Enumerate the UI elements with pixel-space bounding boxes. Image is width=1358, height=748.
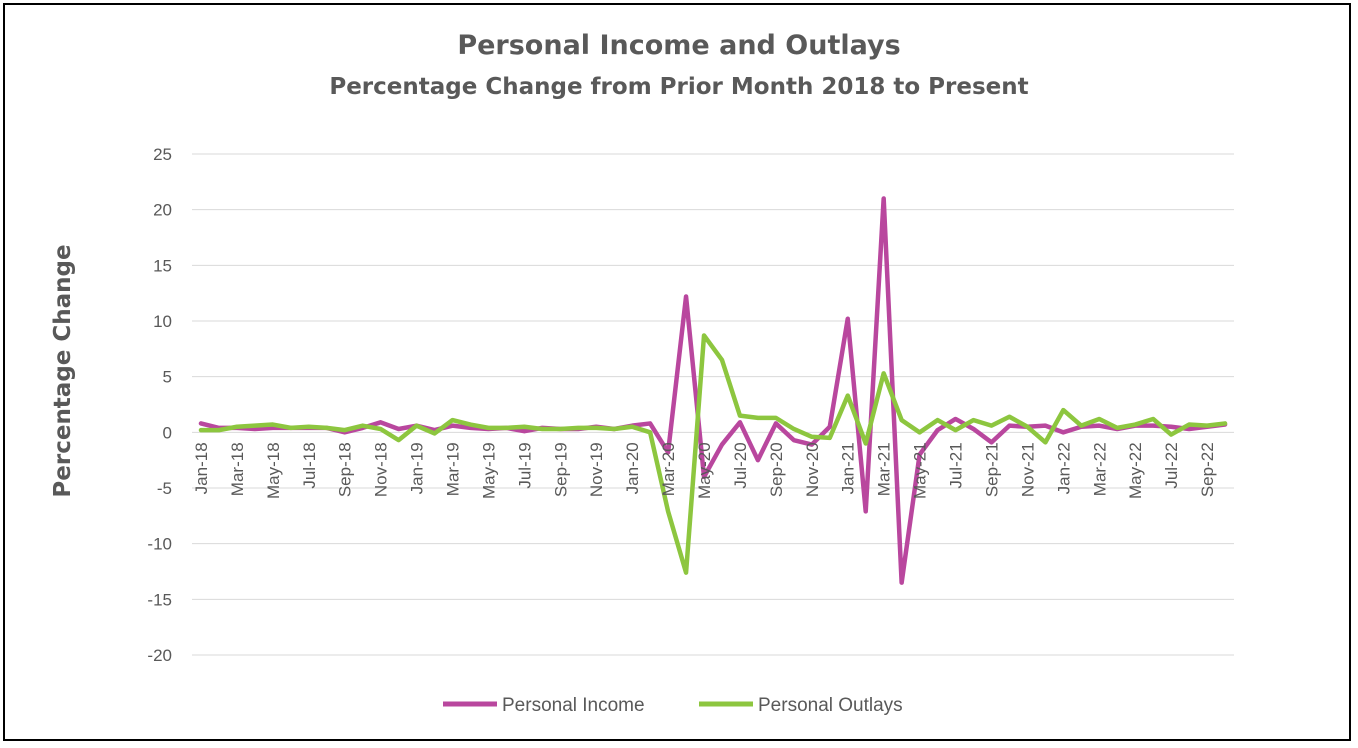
x-tick-label: Jul-21	[947, 442, 966, 488]
x-tick-label: Jan-19	[408, 442, 427, 494]
legend-label: Personal Outlays	[758, 695, 903, 716]
y-axis-label: Percentage Change	[50, 244, 76, 497]
x-tick-label: Mar-21	[875, 442, 894, 496]
y-tick-label: 15	[153, 256, 172, 275]
x-tick-label: Nov-19	[587, 442, 606, 497]
x-tick-label: Sep-20	[767, 442, 786, 497]
chart-subtitle: Percentage Change from Prior Month 2018 …	[329, 74, 1029, 100]
x-tick-label: Jul-19	[515, 442, 534, 488]
x-tick-label: May-22	[1126, 442, 1145, 499]
x-tick-label: May-18	[264, 442, 283, 499]
x-tick-label: Mar-20	[659, 442, 678, 496]
x-tick-label: Nov-20	[803, 442, 822, 497]
x-tick-label: Jan-22	[1054, 442, 1073, 494]
y-tick-label: 10	[153, 312, 172, 331]
x-tick-label: May-19	[479, 442, 498, 499]
legend: Personal Income Personal Outlays	[443, 695, 903, 716]
y-tick-label: 5	[163, 368, 172, 387]
gridlines	[192, 153, 1234, 656]
x-tick-label: Nov-18	[372, 442, 391, 497]
x-tick-label: Sep-21	[982, 442, 1001, 497]
x-tick-label: Jan-21	[839, 442, 858, 494]
x-tick-label: Jul-18	[300, 442, 319, 488]
x-axis-ticks: Jan-18 Mar-18 May-18 Jul-18 Sep-18 Nov-18 Jan-…	[192, 442, 1217, 499]
y-axis-ticks: -20 -15 -10 -5 0 5 10 15 20 25	[147, 145, 172, 665]
x-tick-label: Sep-22	[1198, 442, 1217, 497]
x-tick-label: Mar-22	[1090, 442, 1109, 496]
x-tick-label: Sep-18	[336, 442, 355, 497]
x-tick-label: May-20	[695, 442, 714, 499]
series-line-personal-outlays	[198, 333, 1228, 575]
y-tick-label: -10	[147, 535, 172, 554]
x-tick-label: Mar-19	[444, 442, 463, 496]
x-tick-label: Jan-18	[192, 442, 211, 494]
series-lines	[198, 196, 1228, 585]
y-tick-label: 20	[153, 201, 172, 220]
x-tick-label: Mar-18	[228, 442, 247, 496]
series-line-personal-income	[198, 196, 1228, 585]
y-tick-label: -20	[147, 646, 172, 665]
x-tick-label: Sep-19	[551, 442, 570, 497]
x-tick-label: Jul-20	[731, 442, 750, 488]
x-tick-label: May-21	[911, 442, 930, 499]
y-tick-label: 25	[153, 145, 172, 164]
x-tick-label: Jan-20	[623, 442, 642, 494]
x-tick-label: Jul-22	[1162, 442, 1181, 488]
legend-label: Personal Income	[502, 695, 645, 716]
x-tick-label: Nov-21	[1018, 442, 1037, 497]
y-tick-label: -5	[157, 479, 172, 498]
y-tick-label: 0	[163, 423, 172, 442]
y-tick-label: -15	[147, 590, 172, 609]
chart-title: Personal Income and Outlays	[457, 30, 901, 61]
